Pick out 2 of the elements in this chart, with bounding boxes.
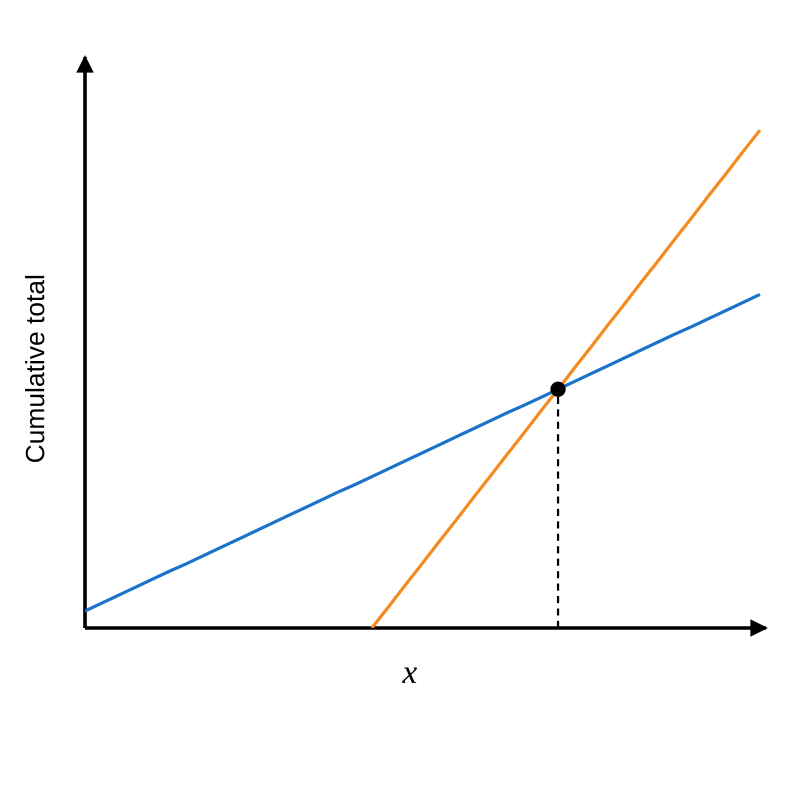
y-axis-title: Cumulative total (25, 276, 44, 462)
x-axis-title: x (402, 668, 417, 683)
